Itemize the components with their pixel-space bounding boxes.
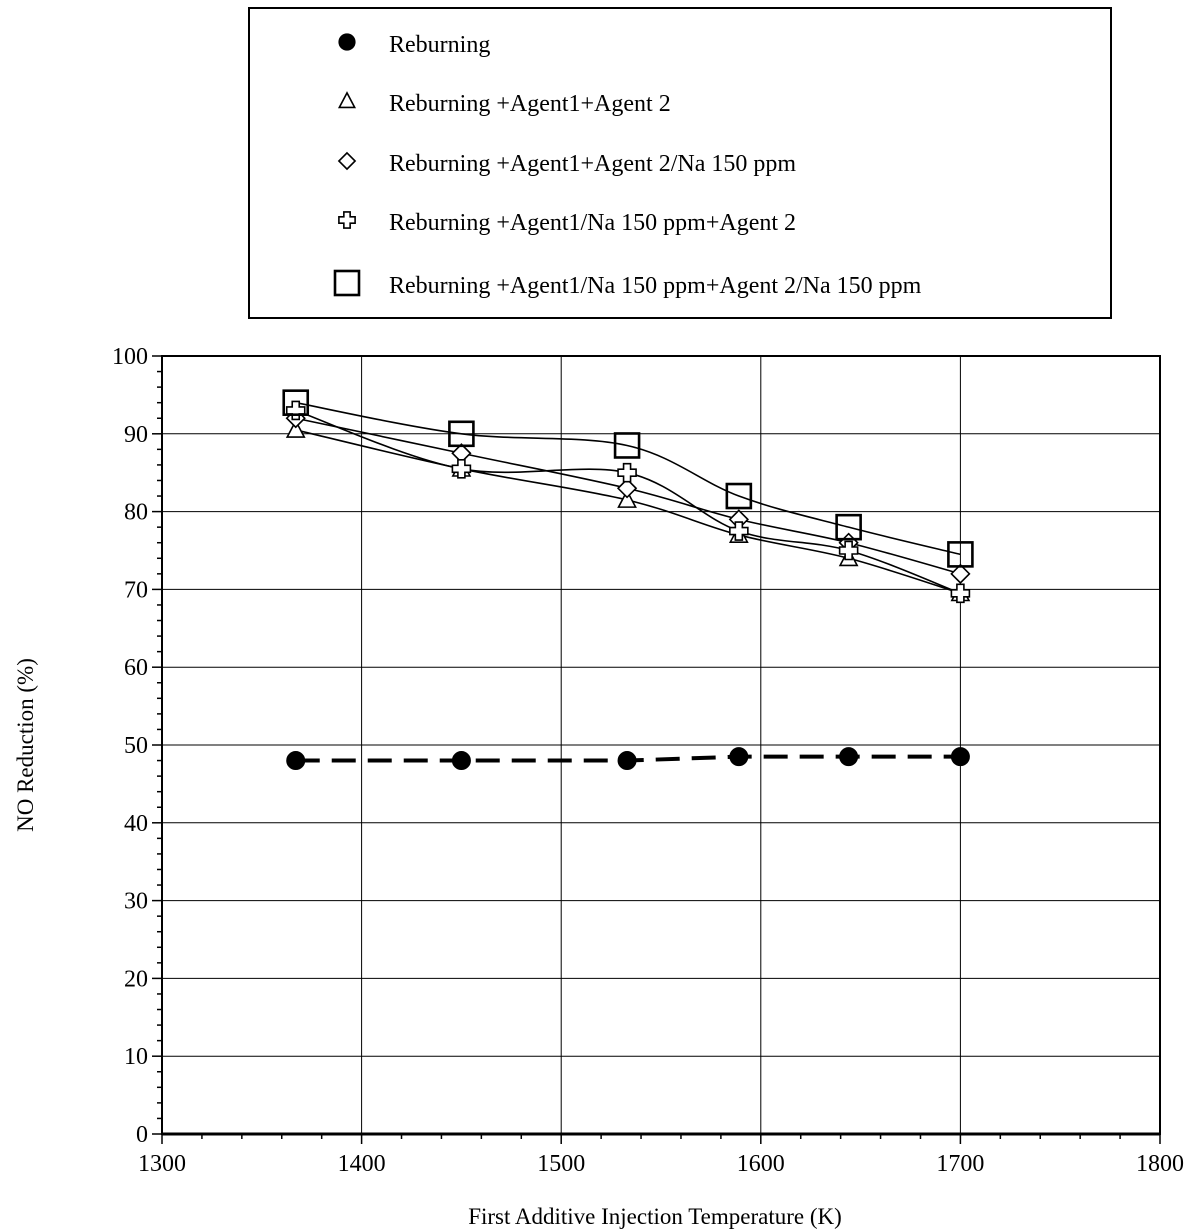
- y-tick-label: 60: [124, 655, 148, 681]
- legend-marker: [333, 269, 361, 297]
- data-point: [950, 563, 971, 584]
- data-point: [950, 583, 971, 604]
- y-tick-label: 40: [124, 811, 148, 837]
- y-tick-labels: 0 10 20 30 40 50 60 70 80 90 100: [112, 344, 148, 1148]
- x-tick-label: 1700: [936, 1151, 984, 1177]
- legend-marker: [338, 33, 356, 51]
- legend-box: [248, 7, 1112, 319]
- x-tick-label: 1300: [138, 1151, 186, 1177]
- legend-marker: [337, 91, 357, 109]
- legend-label: Reburning +Agent1+Agent 2/Na 150 ppm: [389, 151, 796, 177]
- legend-label: Reburning: [389, 32, 490, 58]
- y-tick-label: 0: [136, 1122, 148, 1148]
- data-point: [617, 489, 637, 508]
- x-tick-label: 1600: [737, 1151, 785, 1177]
- series-markers: [282, 389, 974, 771]
- data-point: [616, 478, 638, 499]
- y-tick-label: 90: [124, 422, 148, 448]
- legend-label: Reburning +Agent1/Na 150 ppm+Agent 2: [389, 210, 796, 236]
- legend-marker: [338, 211, 356, 229]
- x-tick-label: 1800: [1136, 1151, 1184, 1177]
- y-tick-label: 80: [124, 500, 148, 526]
- data-point: [838, 540, 859, 561]
- data-point: [285, 419, 306, 438]
- data-point: [617, 462, 637, 483]
- legend-marker: [337, 151, 357, 171]
- data-point: [729, 747, 749, 767]
- grid: [161, 355, 1161, 1135]
- x-axis-title: First Additive Injection Temperature (K): [468, 1204, 842, 1229]
- legend: Reburning Reburning +Agent1+Agent 2 Reburn…: [248, 7, 1112, 319]
- data-point: [285, 400, 306, 421]
- x-tick-label: 1400: [338, 1151, 386, 1177]
- data-point: [286, 751, 306, 771]
- x-tick-labels: 1300 1400 1500 1600 1700 1800: [138, 1151, 1184, 1177]
- y-axis-title: NO Reduction (%): [13, 658, 38, 832]
- x-tick-label: 1500: [537, 1151, 585, 1177]
- series-line-5: [295, 401, 961, 556]
- data-point: [282, 389, 310, 416]
- data-point: [835, 513, 862, 541]
- data-point: [451, 751, 471, 771]
- data-point: [950, 747, 970, 767]
- y-tick-label: 30: [124, 889, 148, 915]
- y-tick-label: 70: [124, 577, 148, 603]
- y-tick-label: 50: [124, 733, 148, 759]
- data-point: [617, 751, 637, 771]
- y-tick-label: 100: [112, 344, 148, 370]
- y-tick-label: 10: [124, 1044, 148, 1070]
- legend-label: Reburning +Agent1/Na 150 ppm+Agent 2/Na …: [389, 273, 922, 299]
- data-point: [448, 420, 475, 448]
- data-point: [729, 521, 749, 541]
- data-point: [839, 747, 859, 767]
- y-tick-label: 20: [124, 966, 148, 992]
- legend-label: Reburning +Agent1+Agent 2: [389, 91, 671, 117]
- data-point: [725, 482, 753, 510]
- data-point: [451, 459, 472, 479]
- data-point: [613, 432, 641, 459]
- data-point: [947, 541, 974, 568]
